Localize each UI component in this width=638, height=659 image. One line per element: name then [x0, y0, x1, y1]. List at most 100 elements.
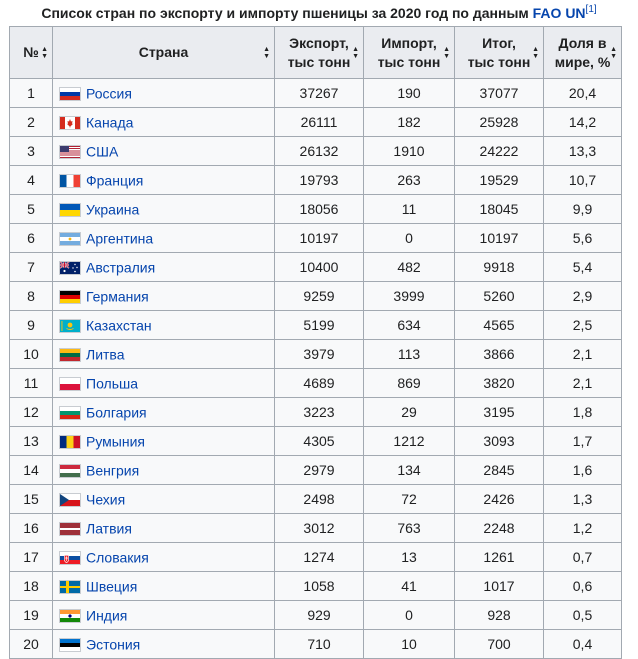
czechia-flag-icon — [59, 492, 81, 507]
header-total-line2: тыс тонн — [467, 53, 531, 70]
sort-icon[interactable]: ▲ ▼ — [263, 45, 270, 60]
import-cell: 1212 — [363, 426, 455, 456]
country-link[interactable]: Австралия — [86, 259, 156, 276]
export-cell: 1058 — [274, 571, 364, 601]
country-link[interactable]: Германия — [86, 288, 149, 305]
export-cell: 26111 — [274, 107, 364, 137]
country-link[interactable]: Канада — [86, 114, 134, 131]
import-cell: 10 — [363, 629, 455, 659]
country-link[interactable]: Венгрия — [86, 462, 140, 479]
country-cell: Франция — [52, 165, 275, 195]
country-link[interactable]: Франция — [86, 172, 144, 189]
country-link[interactable]: Словакия — [86, 549, 149, 566]
sort-icon[interactable]: ▲ ▼ — [610, 45, 617, 60]
rank-cell: 12 — [9, 397, 53, 427]
rank-cell: 4 — [9, 165, 53, 195]
country-link[interactable]: Казахстан — [86, 317, 152, 334]
sort-icon[interactable]: ▲ ▼ — [352, 45, 359, 60]
table-row: 16 Латвия 3012 763 2248 1,2 — [9, 513, 622, 543]
country-link[interactable]: Румыния — [86, 433, 146, 450]
total-cell: 5260 — [454, 281, 544, 311]
reference-link[interactable]: [1] — [585, 4, 597, 15]
country-link[interactable]: Чехия — [86, 491, 126, 508]
rank-cell: 11 — [9, 368, 53, 398]
total-cell: 1261 — [454, 542, 544, 572]
share-cell: 13,3 — [543, 136, 622, 166]
table-row: 14 Венгрия 2979 134 2845 1,6 — [9, 455, 622, 485]
country-link[interactable]: Украина — [86, 201, 140, 218]
import-cell: 29 — [363, 397, 455, 427]
share-cell: 2,5 — [543, 310, 622, 340]
country-cell: Австралия — [52, 252, 275, 282]
country-link[interactable]: США — [86, 143, 119, 160]
table-caption: Список стран по экспорту и импорту пшени… — [0, 0, 638, 26]
lithuania-flag-icon — [59, 347, 81, 362]
total-cell: 9918 — [454, 252, 544, 282]
country-cell: Канада — [52, 107, 275, 137]
share-cell: 1,6 — [543, 455, 622, 485]
column-header-export[interactable]: Экспорт, тыс тонн ▲ ▼ — [274, 26, 364, 79]
share-cell: 5,4 — [543, 252, 622, 282]
country-link[interactable]: Индия — [86, 607, 128, 624]
latvia-flag-icon — [59, 521, 81, 536]
sort-icon[interactable]: ▲ ▼ — [532, 45, 539, 60]
import-cell: 134 — [363, 455, 455, 485]
country-link[interactable]: Аргентина — [86, 230, 154, 247]
column-header-num[interactable]: № ▲ ▼ — [9, 26, 53, 79]
export-cell: 3979 — [274, 339, 364, 369]
country-link[interactable]: Швеция — [86, 578, 138, 595]
share-cell: 2,9 — [543, 281, 622, 311]
share-cell: 0,6 — [543, 571, 622, 601]
table-row: 19 Индия 929 0 928 0,5 — [9, 600, 622, 630]
country-link[interactable]: Латвия — [86, 520, 132, 537]
sort-icon[interactable]: ▲ ▼ — [443, 45, 450, 60]
export-cell: 2498 — [274, 484, 364, 514]
export-cell: 26132 — [274, 136, 364, 166]
rank-cell: 18 — [9, 571, 53, 601]
column-header-import[interactable]: Импорт, тыс тонн ▲ ▼ — [363, 26, 455, 79]
import-cell: 13 — [363, 542, 455, 572]
table-row: 6 Аргентина 10197 0 10197 5,6 — [9, 223, 622, 253]
export-cell: 37267 — [274, 78, 364, 108]
table-row: 3 США 26132 1910 24222 13,3 — [9, 136, 622, 166]
country-cell: Литва — [52, 339, 275, 369]
column-header-total[interactable]: Итог, тыс тонн ▲ ▼ — [454, 26, 544, 79]
rank-cell: 17 — [9, 542, 53, 572]
sort-icon[interactable]: ▲ ▼ — [41, 45, 48, 60]
country-cell: Украина — [52, 194, 275, 224]
import-cell: 41 — [363, 571, 455, 601]
import-cell: 482 — [363, 252, 455, 282]
export-cell: 10197 — [274, 223, 364, 253]
import-cell: 72 — [363, 484, 455, 514]
column-header-country[interactable]: Страна ▲ ▼ — [52, 26, 275, 79]
table-row: 7 Австралия 10400 482 9918 5,4 — [9, 252, 622, 282]
export-cell: 929 — [274, 600, 364, 630]
total-cell: 3866 — [454, 339, 544, 369]
country-cell: Россия — [52, 78, 275, 108]
share-cell: 1,2 — [543, 513, 622, 543]
country-link[interactable]: Эстония — [86, 636, 141, 653]
import-cell: 3999 — [363, 281, 455, 311]
country-link[interactable]: Россия — [86, 85, 132, 102]
country-link[interactable]: Литва — [86, 346, 125, 363]
share-cell: 0,5 — [543, 600, 622, 630]
share-cell: 1,3 — [543, 484, 622, 514]
fao-un-link[interactable]: FAO UN — [532, 5, 586, 21]
country-link[interactable]: Польша — [86, 375, 139, 392]
rank-cell: 15 — [9, 484, 53, 514]
header-total-line1: Итог, — [482, 34, 516, 51]
share-cell: 9,9 — [543, 194, 622, 224]
country-link[interactable]: Болгария — [86, 404, 147, 421]
table-row: 11 Польша 4689 869 3820 2,1 — [9, 368, 622, 398]
import-cell: 11 — [363, 194, 455, 224]
header-share-line1: Доля в — [558, 34, 607, 51]
export-cell: 710 — [274, 629, 364, 659]
import-cell: 182 — [363, 107, 455, 137]
rank-cell: 7 — [9, 252, 53, 282]
table-row: 9 Казахстан 5199 634 4565 2,5 — [9, 310, 622, 340]
france-flag-icon — [59, 173, 81, 188]
canada-flag-icon — [59, 115, 81, 130]
usa-flag-icon — [59, 144, 81, 159]
column-header-share[interactable]: Доля в мире, % ▲ ▼ — [543, 26, 622, 79]
import-cell: 0 — [363, 600, 455, 630]
